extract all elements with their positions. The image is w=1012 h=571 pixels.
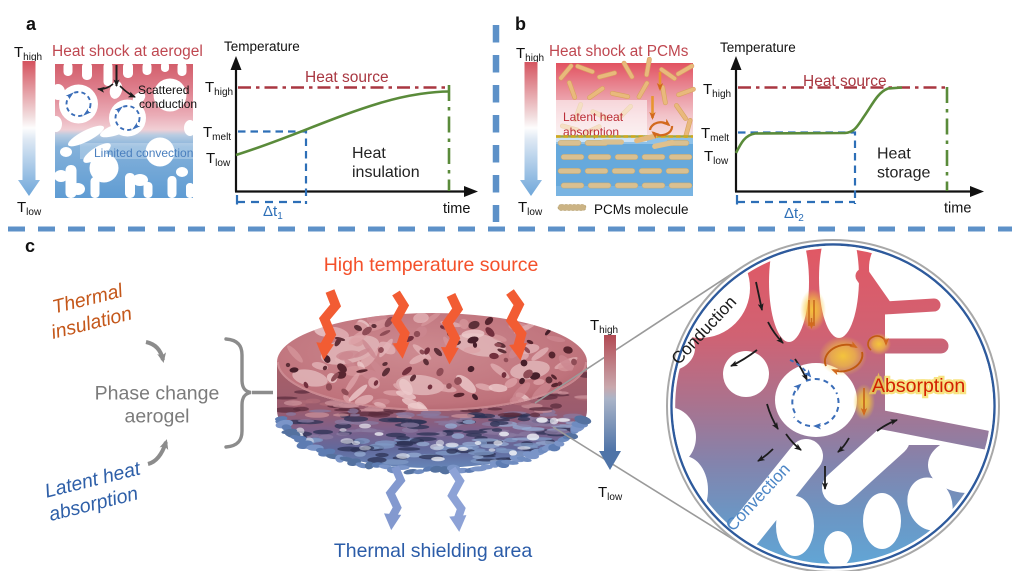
svg-text:a: a [26,14,37,34]
svg-text:Phase change: Phase change [95,383,220,405]
svg-text:Heat: Heat [352,145,386,162]
svg-text:Temperature: Temperature [720,40,796,55]
svg-text:Heat source: Heat source [803,73,887,90]
svg-text:c: c [25,236,35,256]
svg-text:Latent heat: Latent heat [563,110,624,124]
svg-text:Heat shock at aerogel: Heat shock at aerogel [52,43,203,60]
svg-text:Absorption: Absorption [872,375,965,397]
svg-text:Heat shock at PCMs: Heat shock at PCMs [549,43,689,60]
svg-text:time: time [443,201,470,217]
svg-text:time: time [944,201,971,217]
svg-text:Absorption: Absorption [872,375,965,397]
svg-text:Thermal shielding area: Thermal shielding area [334,540,533,562]
svg-text:insulation: insulation [352,164,420,181]
svg-text:PCMs molecule: PCMs molecule [594,202,689,217]
svg-text:Scattered: Scattered [138,83,189,97]
svg-text:Limited convection: Limited convection [94,146,193,160]
svg-text:Heat: Heat [877,146,911,163]
svg-text:High temperature source: High temperature source [324,254,539,276]
svg-text:conduction: conduction [139,97,197,111]
svg-text:Heat source: Heat source [305,69,389,86]
svg-text:storage: storage [877,165,930,182]
svg-text:aerogel: aerogel [124,406,189,428]
svg-text:Temperature: Temperature [224,39,300,54]
svg-text:b: b [515,14,526,34]
